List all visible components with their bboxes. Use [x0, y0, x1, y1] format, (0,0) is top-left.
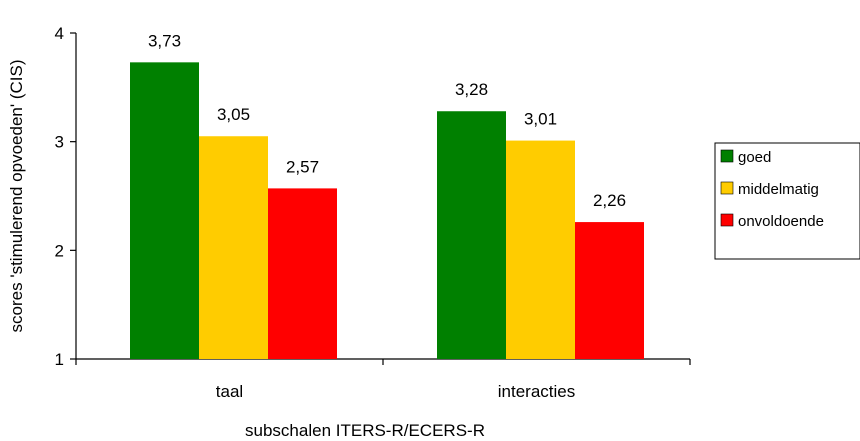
bar-onvoldoende-interacties	[575, 222, 644, 359]
data-label: 2,26	[593, 191, 626, 210]
y-axis-title: scores 'stimulerend opvoeden' (CIS)	[7, 60, 26, 333]
data-label: 3,05	[217, 105, 250, 124]
legend-swatch-goed	[720, 149, 734, 163]
data-label: 2,57	[286, 157, 319, 176]
legend-label-onvoldoende: onvoldoende	[738, 213, 824, 230]
legend-box	[714, 142, 860, 260]
x-axis-title: subschalen ITERS-R/ECERS-R	[245, 421, 485, 440]
y-tick-label: 1	[55, 350, 64, 369]
bar-goed-interacties	[437, 111, 506, 360]
legend-label-goed: goed	[738, 149, 771, 166]
y-ticks: 1 2 3 4	[55, 24, 76, 369]
data-label: 3,28	[455, 80, 488, 99]
bar-middelmatig-interacties	[506, 140, 575, 359]
data-label: 3,01	[524, 110, 557, 129]
bar-goed-taal	[130, 62, 199, 360]
x-category-label: taal	[216, 382, 243, 401]
legend-swatch-onvoldoende	[720, 213, 734, 227]
x-category-label: interacties	[498, 382, 575, 401]
data-labels: 3,73 3,05 2,57 3,28 3,01 2,26	[148, 31, 626, 210]
bar-middelmatig-taal	[199, 136, 268, 359]
legend-label-middelmatig: middelmatig	[738, 181, 819, 198]
legend-swatch-middelmatig	[720, 181, 734, 195]
y-tick-label: 2	[55, 241, 64, 260]
bar-onvoldoende-taal	[268, 188, 337, 359]
data-label: 3,73	[148, 31, 181, 50]
legend: goed middelmatig onvoldoende	[714, 142, 860, 260]
bars	[130, 62, 644, 360]
x-categories: taal interacties	[216, 382, 575, 401]
y-tick-label: 3	[55, 133, 64, 152]
y-tick-label: 4	[55, 24, 64, 43]
